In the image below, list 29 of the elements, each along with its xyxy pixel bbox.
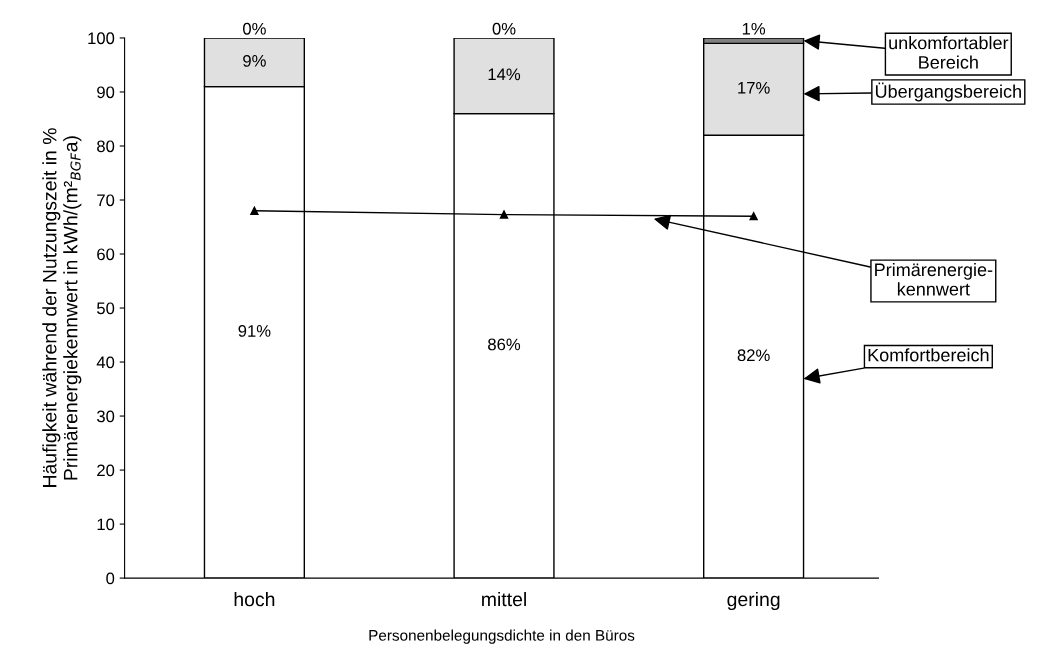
legend-label: Übergangsbereich	[875, 82, 1021, 102]
y-tick-label: 0	[106, 572, 115, 585]
data-label: 82%	[737, 349, 770, 362]
data-label: 91%	[238, 325, 271, 337]
y-tick-label: 20	[97, 464, 115, 477]
x-tick-label: mittel	[482, 591, 526, 607]
y-tick-label: 10	[97, 518, 115, 531]
y-tick-label: 60	[97, 248, 115, 261]
data-label: 0%	[492, 22, 516, 35]
x-tick-label: hoch	[234, 591, 275, 607]
text: Komfortbereich	[868, 348, 989, 362]
y-tick-label: 100	[88, 32, 115, 45]
y-tick-label: 90	[97, 86, 115, 99]
x-axis-title: Personenbelegungsdichte in den Büros	[369, 629, 635, 644]
data-label: 14%	[488, 68, 521, 81]
text: Primärenergie- kennwert	[875, 262, 993, 296]
data-label: 17%	[738, 82, 770, 94]
y-tick-label: 70	[97, 194, 115, 207]
data-label: 9%	[243, 54, 266, 67]
data-label: 1%	[742, 22, 766, 35]
data-label: 0%	[243, 22, 266, 35]
y-axis-title: Häufigkeit während der Nutzungszeit in % Primärenergiekennwert in kWh/(m²$_{BGF}$a)	[42, 128, 82, 487]
y-tick-label: 50	[97, 302, 115, 315]
x-tick-label: gering	[727, 591, 780, 611]
y-tick-label: 40	[96, 356, 115, 369]
legend-label: unkomfortabler Bereich	[889, 36, 1009, 69]
data-label: 86%	[488, 338, 521, 351]
y-tick-label: 80	[97, 140, 115, 153]
y-tick-label: 30	[96, 410, 115, 423]
